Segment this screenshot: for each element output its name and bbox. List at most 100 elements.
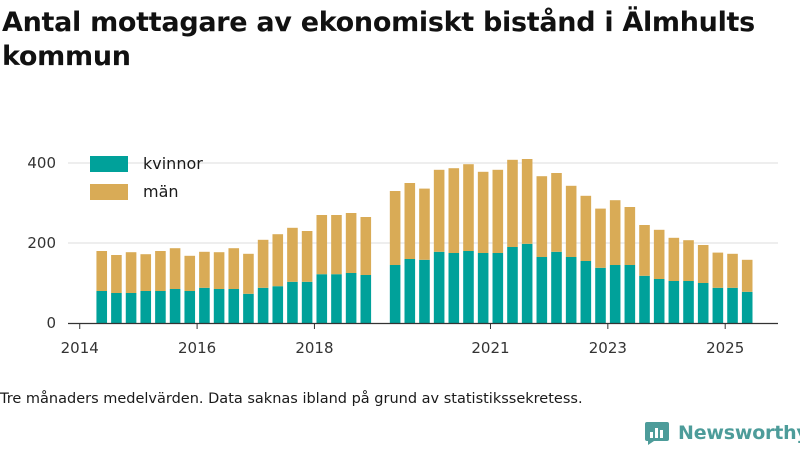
bar-kvinnor: [228, 289, 240, 323]
bar-man: [243, 253, 254, 294]
brand-name: Newsworthy: [678, 422, 800, 444]
bar-man: [727, 253, 738, 288]
bar-man: [169, 248, 181, 289]
legend-label: män: [143, 182, 179, 201]
bar-kvinnor: [243, 293, 254, 323]
bar-kvinnor: [448, 253, 460, 323]
bar-kvinnor: [507, 247, 518, 323]
x-tick-label: 2018: [295, 339, 333, 357]
bar-kvinnor: [169, 289, 181, 323]
bar-kvinnor: [609, 265, 621, 323]
bar-kvinnor: [536, 257, 548, 323]
bar-man: [301, 231, 313, 282]
bar-man: [712, 252, 724, 288]
bar-kvinnor: [580, 261, 592, 323]
y-tick-label: 0: [46, 314, 56, 332]
legend: kvinnor män: [90, 154, 203, 201]
bar-man: [741, 259, 753, 292]
bar-kvinnor: [301, 281, 313, 323]
x-tick-label: 2016: [178, 339, 216, 357]
bar-kvinnor: [213, 289, 225, 323]
bar-kvinnor: [433, 251, 445, 323]
bar-kvinnor: [184, 291, 196, 323]
bar-kvinnor: [492, 253, 504, 323]
bar-man: [668, 237, 680, 281]
bar-man: [199, 251, 210, 288]
bar-kvinnor: [287, 281, 298, 323]
bar-man: [521, 159, 533, 244]
bar-man: [536, 176, 548, 257]
bar-kvinnor: [463, 251, 474, 323]
bar-man: [404, 183, 416, 259]
bar-man: [389, 191, 401, 265]
bar-man: [624, 207, 636, 265]
bar-man: [595, 208, 606, 268]
bar-man: [639, 225, 650, 276]
bar-kvinnor: [96, 291, 108, 323]
bar-kvinnor: [653, 279, 665, 323]
bar-man: [316, 215, 328, 275]
bar-man: [419, 188, 430, 260]
bar-man: [155, 251, 166, 291]
bar-man: [331, 215, 342, 275]
x-tick-label: 2023: [589, 339, 627, 357]
y-tick-label: 200: [27, 234, 56, 252]
bar-man: [360, 217, 372, 275]
bar-man: [551, 173, 562, 252]
bar-man: [683, 240, 694, 281]
bar-kvinnor: [257, 287, 269, 323]
bar-kvinnor: [345, 273, 357, 323]
bar-kvinnor: [595, 267, 606, 323]
bar-kvinnor: [404, 259, 416, 323]
axes: 0 200 400 2014 2016 2018 2021 2023 2025: [27, 154, 778, 357]
bar-man: [463, 164, 474, 251]
bar-kvinnor: [111, 293, 122, 323]
bar-man: [477, 171, 489, 253]
bar-kvinnor: [551, 251, 562, 323]
bar-kvinnor: [199, 287, 210, 323]
bar-man: [125, 252, 137, 293]
bar-kvinnor: [125, 293, 137, 323]
bar-man: [580, 195, 592, 261]
bar-kvinnor: [683, 281, 694, 323]
bar-man: [287, 227, 298, 282]
bar-kvinnor: [360, 275, 372, 323]
bar-man: [140, 254, 152, 291]
bar-man: [433, 169, 445, 252]
bar-man: [111, 255, 122, 293]
bar-man: [697, 245, 709, 283]
bar-kvinnor: [565, 257, 577, 323]
bar-man: [257, 239, 269, 288]
bar-kvinnor: [316, 274, 328, 323]
x-tick-label: 2021: [471, 339, 509, 357]
legend-label: kvinnor: [143, 154, 203, 173]
legend-swatch: [90, 156, 128, 172]
newsworthy-logo-icon: [645, 422, 669, 445]
bar-man: [653, 229, 665, 279]
bar-kvinnor: [624, 265, 636, 323]
bar-man: [96, 251, 108, 291]
bar-kvinnor: [727, 287, 738, 323]
bar-kvinnor: [712, 287, 724, 323]
bar-kvinnor: [331, 274, 342, 323]
bar-man: [448, 168, 460, 253]
bar-kvinnor: [155, 291, 166, 323]
bar-man: [345, 213, 357, 273]
legend-swatch: [90, 184, 128, 200]
bar-kvinnor: [419, 259, 430, 323]
bar-man: [184, 255, 196, 291]
bar-kvinnor: [668, 281, 680, 323]
bar-kvinnor: [389, 265, 401, 323]
footnote: Tre månaders medelvärden. Data saknas ib…: [0, 391, 583, 407]
bar-kvinnor: [140, 291, 152, 323]
bar-kvinnor: [272, 286, 284, 323]
brand: Newsworthy: [644, 418, 800, 448]
bar-kvinnor: [521, 243, 533, 323]
bar-man: [565, 185, 577, 257]
bar-kvinnor: [741, 291, 753, 323]
bar-man: [228, 248, 240, 289]
page-title: Antal mottagare av ekonomiskt bistånd i …: [2, 7, 755, 72]
bar-kvinnor: [477, 253, 489, 323]
bars: [96, 159, 753, 323]
